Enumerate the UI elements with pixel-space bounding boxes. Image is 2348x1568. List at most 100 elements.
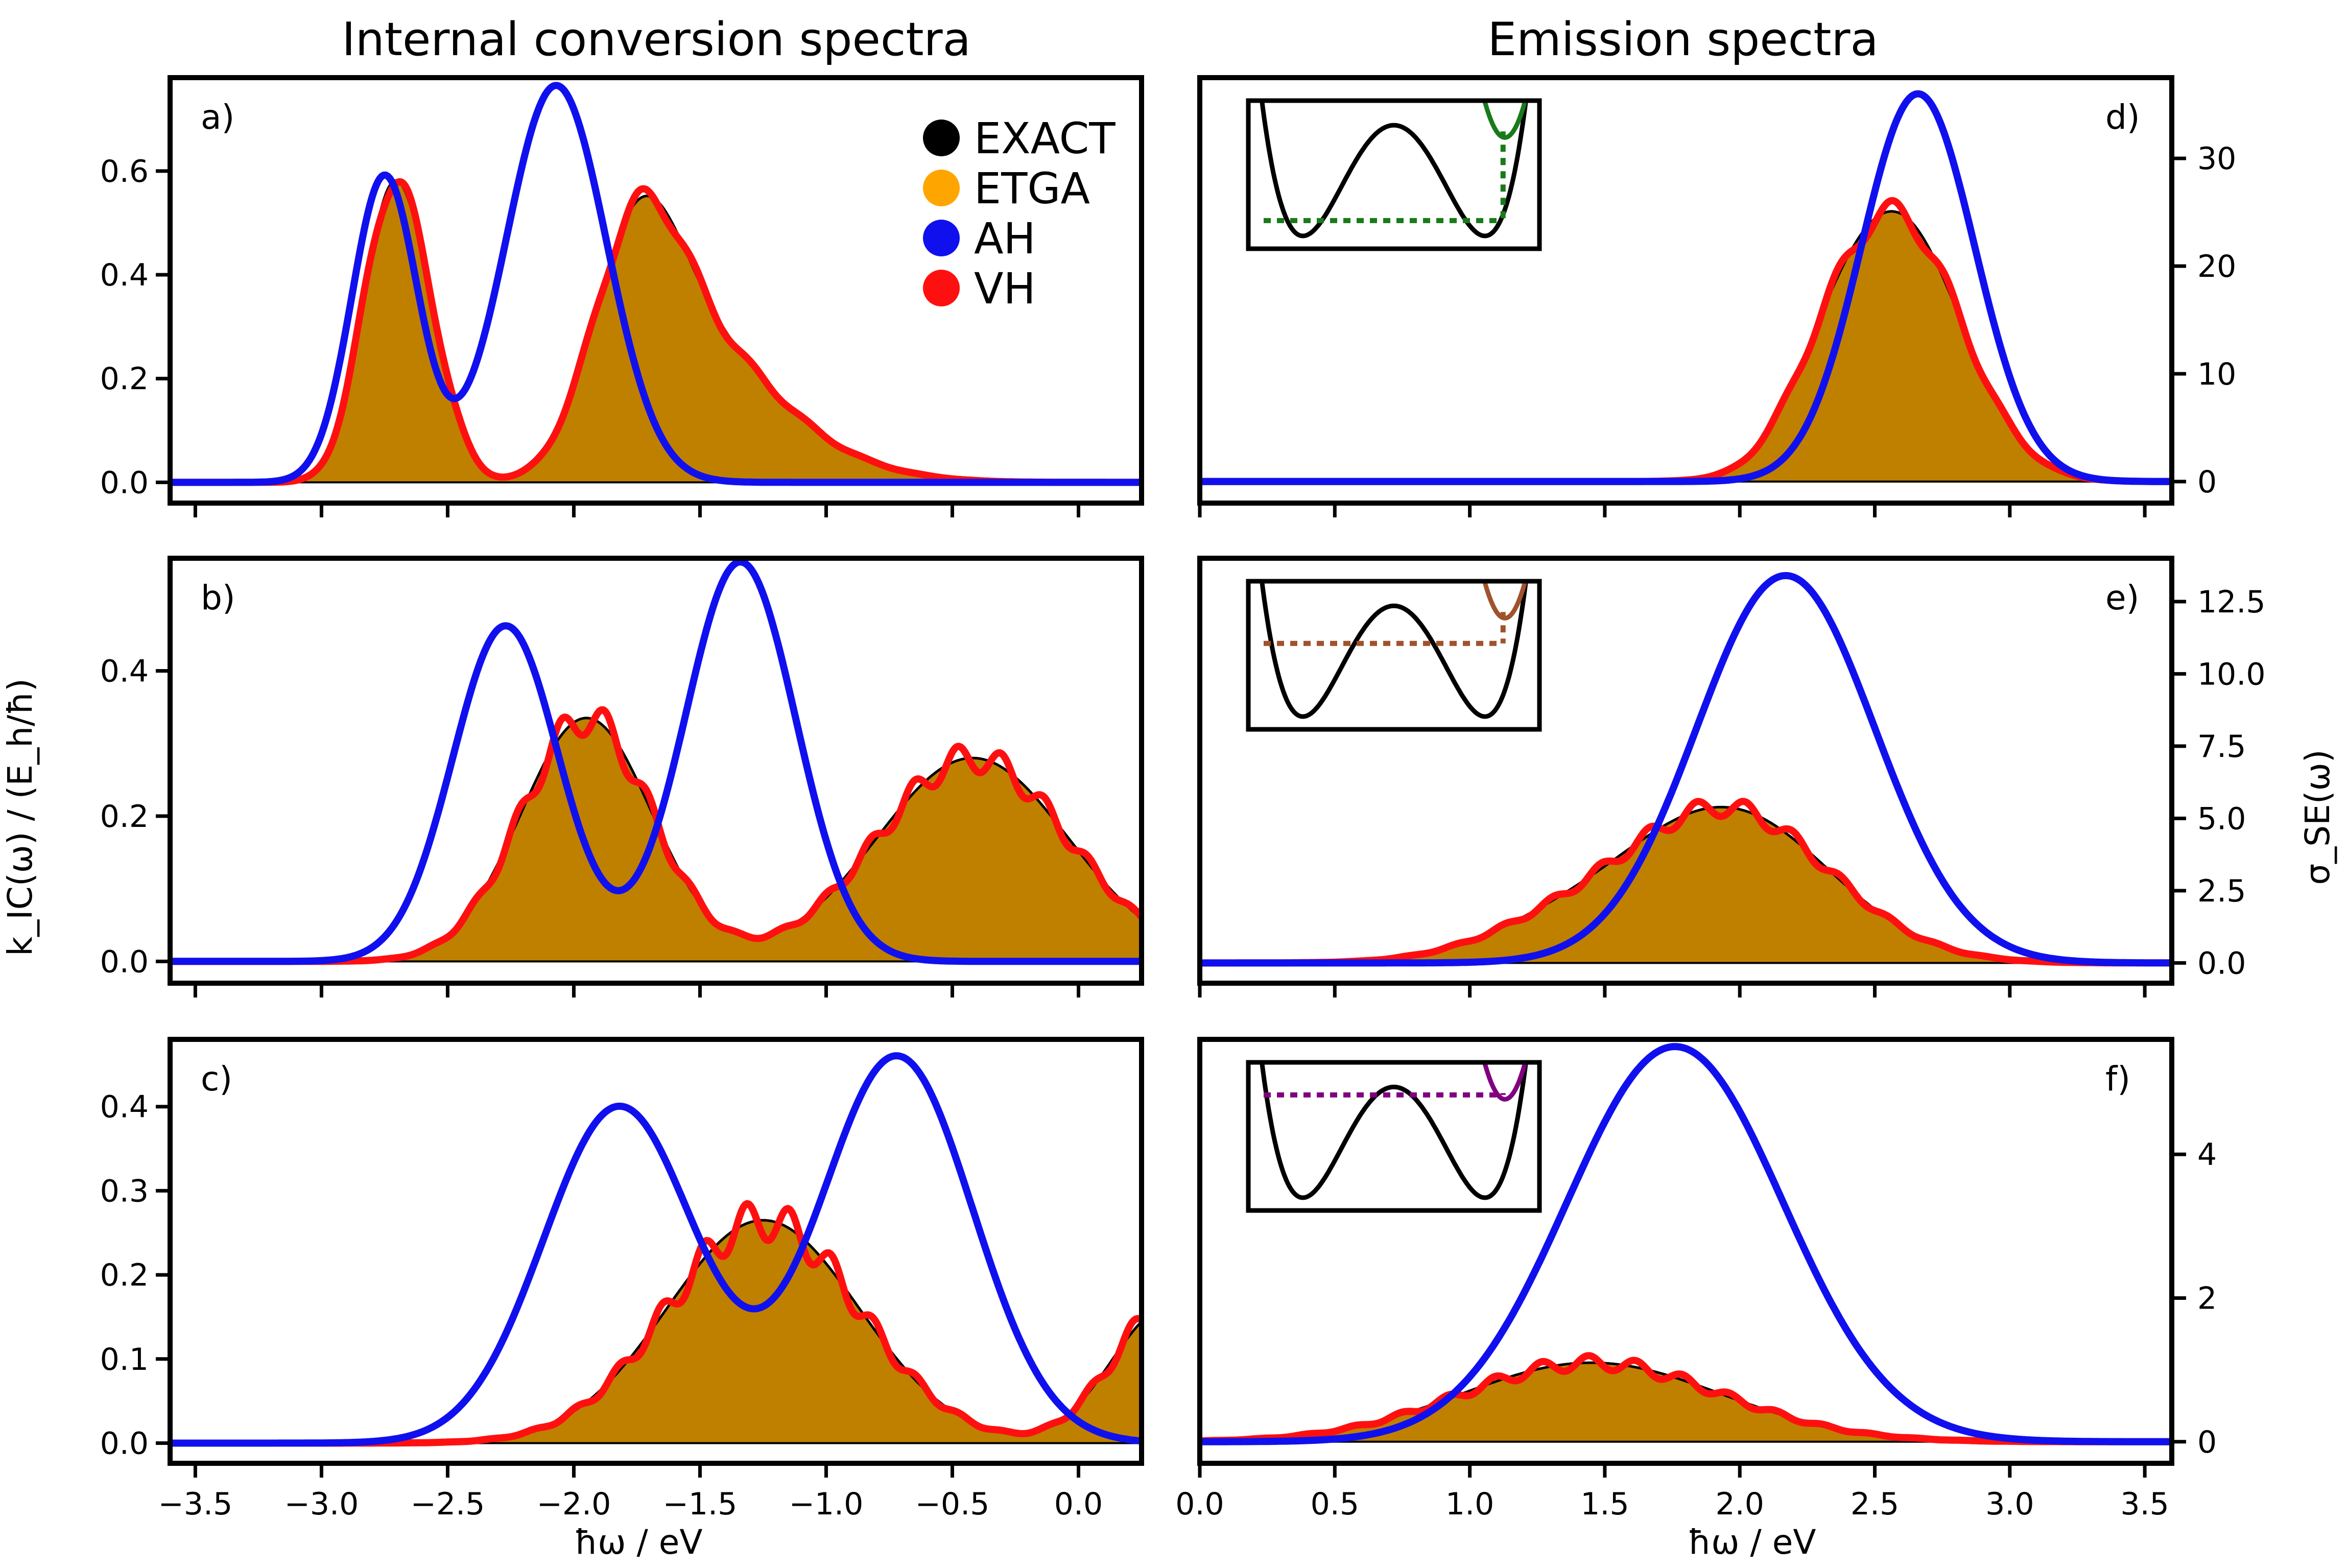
inset-excited-potential-e	[1482, 581, 1528, 621]
inset-f	[1246, 1060, 1542, 1213]
y-tick-label-b: 0.2	[100, 799, 149, 835]
y-tick-label-d: 0	[2197, 464, 2217, 500]
x-tick-label-f: 0.5	[1311, 1486, 1359, 1522]
y-tick-label-f: 0	[2197, 1424, 2217, 1460]
plot-area-e	[1200, 572, 2172, 967]
y-tick-label-c: 0.4	[100, 1089, 149, 1125]
legend-marker-exact	[923, 120, 960, 156]
y-tick-label-d: 20	[2197, 249, 2236, 284]
x-tick-label-f: 1.0	[1445, 1486, 1494, 1522]
inset-ground-potential-e	[1260, 581, 1528, 719]
ah-line-e	[1200, 572, 2172, 967]
legend-label-etga: ETGA	[974, 163, 1090, 213]
x-tick-label-c: −2.5	[411, 1486, 485, 1522]
x-tick-label-c: 0.0	[1054, 1486, 1103, 1522]
y-tick-label-a: 0.2	[100, 361, 149, 397]
y-tick-label-f: 4	[2197, 1137, 2217, 1173]
y-tick-label-b: 0.0	[100, 944, 149, 980]
x-tick-label-f: 2.5	[1851, 1486, 1899, 1522]
vh-line-d	[1200, 197, 2172, 485]
y-tick-label-e: 0.0	[2197, 945, 2246, 981]
left-y-axis-label: k_IC(ω) / (E_h/ħ)	[1, 678, 40, 956]
legend-marker-vh	[923, 270, 960, 306]
y-tick-label-c: 0.1	[100, 1342, 149, 1377]
exact-line-d	[1200, 210, 2172, 483]
y-tick-label-a: 0.6	[100, 154, 149, 189]
ah-line-c	[170, 1052, 1142, 1447]
frame-e	[1197, 556, 2174, 986]
frame-b	[168, 556, 1144, 986]
y-tick-label-b: 0.4	[100, 653, 149, 689]
x-tick-label-f: 3.0	[1985, 1486, 2034, 1522]
x-tick-label-f: 3.5	[2120, 1486, 2169, 1522]
y-tick-label-e: 10.0	[2197, 656, 2266, 692]
legend-label-exact: EXACT	[974, 113, 1116, 163]
etga-fill-f	[1200, 1363, 2172, 1442]
left-column-title: Internal conversion spectra	[342, 13, 971, 66]
right-y-axis-label: σ_SE(ω)	[2298, 749, 2337, 885]
y-tick-label-c: 0.3	[100, 1173, 149, 1209]
plot-area-b	[170, 558, 1142, 965]
inset-frame-f	[1246, 1060, 1542, 1213]
plot-area-a	[170, 82, 1142, 486]
etga-fill-c	[170, 1220, 1142, 1443]
x-tick-label-c: −1.0	[789, 1486, 864, 1522]
frame-d	[1197, 75, 2174, 506]
x-tick-label-c: −2.0	[537, 1486, 611, 1522]
panel-tag-c: c)	[201, 1059, 232, 1099]
panel-f: 0 2 4 0.0 0.5 1.0 1.5 2.0 2.5 3.0 3.5 f)	[1175, 1037, 2217, 1522]
inset-ground-potential-f	[1260, 1062, 1528, 1200]
x-tick-label-c: −3.0	[284, 1486, 359, 1522]
y-tick-label-d: 10	[2197, 357, 2236, 392]
inset-e	[1246, 579, 1542, 732]
panel-e: 0.0 2.5 5.0 7.5 10.0 12.5 e)	[1197, 556, 2266, 997]
inset-ground-potential-d	[1260, 101, 1528, 239]
panel-a: 0.0 0.2 0.4 0.6 a)	[100, 75, 1144, 517]
panel-d: 0 10 20 30 d)	[1197, 75, 2236, 517]
panel-tag-f: f)	[2105, 1059, 2130, 1099]
etga-fill-d	[1200, 211, 2172, 482]
y-tick-label-a: 0.0	[100, 465, 149, 501]
y-tick-label-f: 2	[2197, 1280, 2217, 1316]
legend-label-vh: VH	[974, 264, 1036, 314]
x-tick-label-c: −3.5	[158, 1486, 233, 1522]
legend-label-ah: AH	[974, 213, 1036, 264]
plot-area-c	[170, 1052, 1142, 1447]
y-tick-label-d: 30	[2197, 141, 2236, 177]
ah-line-d	[1200, 90, 2172, 485]
x-tick-label-f: 2.0	[1716, 1486, 1764, 1522]
y-tick-label-a: 0.4	[100, 257, 149, 293]
y-tick-label-e: 2.5	[2197, 873, 2246, 909]
panel-tag-d: d)	[2105, 98, 2140, 137]
panel-tag-b: b)	[201, 578, 235, 617]
frame-c	[168, 1037, 1144, 1466]
y-tick-label-e: 7.5	[2197, 729, 2246, 765]
legend-marker-etga	[923, 170, 960, 206]
right-x-axis-label: ħω / eV	[1688, 1523, 1816, 1562]
ah-line-f	[1200, 1043, 2172, 1445]
legend-marker-ah	[923, 220, 960, 256]
inset-excited-potential-f	[1482, 1062, 1528, 1102]
y-tick-label-c: 0.0	[100, 1426, 149, 1461]
etga-fill-e	[1200, 807, 2172, 963]
x-tick-label-f: 1.5	[1580, 1486, 1629, 1522]
plot-area-f	[1200, 1043, 2172, 1445]
x-tick-label-f: 0.0	[1175, 1486, 1224, 1522]
panel-c: 0.0 0.1 0.2 0.3 0.4 −3.5 −3.0 −2.5 −2.0 −1.5 −1.0 −…	[100, 1037, 1144, 1522]
panel-b: 0.0 0.2 0.4 b)	[100, 556, 1144, 997]
left-x-axis-label: ħω / eV	[574, 1523, 702, 1562]
y-tick-label-c: 0.2	[100, 1257, 149, 1293]
y-tick-label-e: 12.5	[2197, 584, 2266, 620]
x-tick-label-c: −1.5	[663, 1486, 738, 1522]
frame-a	[168, 75, 1144, 506]
inset-d	[1246, 98, 1542, 251]
right-column-title: Emission spectra	[1487, 13, 1878, 66]
ah-line-a	[170, 82, 1142, 486]
ah-line-b	[170, 558, 1142, 965]
panel-tag-a: a)	[201, 98, 234, 137]
frame-f	[1197, 1037, 2174, 1466]
panel-tag-e: e)	[2105, 578, 2139, 617]
inset-frame-d	[1246, 98, 1542, 251]
